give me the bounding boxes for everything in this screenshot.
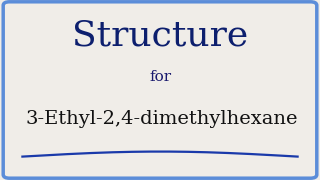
Text: Structure: Structure [72, 19, 248, 53]
FancyBboxPatch shape [3, 2, 317, 178]
Text: for: for [149, 70, 171, 84]
Text: 3-Ethyl-2,4-dimethylhexane: 3-Ethyl-2,4-dimethylhexane [26, 110, 298, 128]
